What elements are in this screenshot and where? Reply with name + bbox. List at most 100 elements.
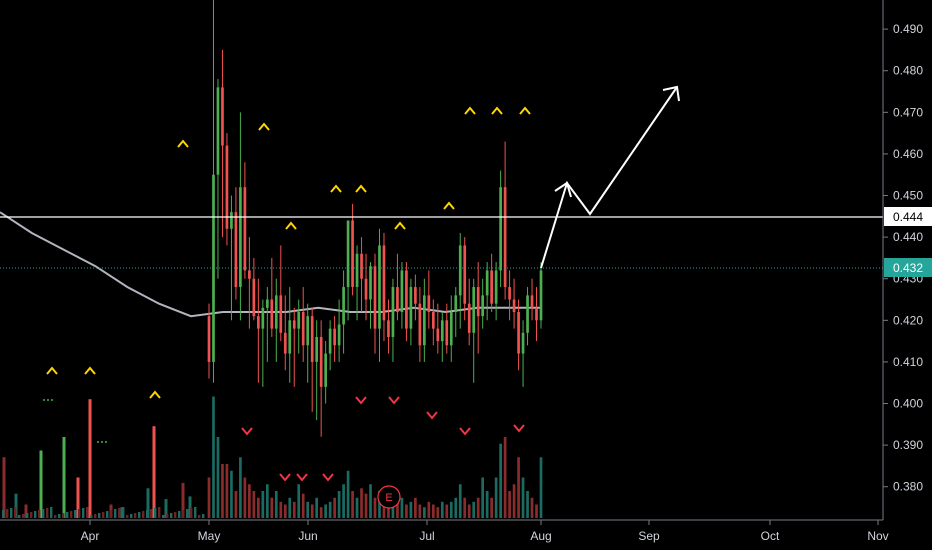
price-tick-label: 0.490 [893, 22, 923, 36]
volume-bar [490, 497, 493, 518]
candle-body [472, 287, 476, 333]
candle-body [449, 312, 453, 346]
early-volume-bar [152, 426, 156, 518]
volume-bar [440, 501, 444, 518]
candle-body [418, 303, 422, 346]
candle-body [239, 187, 242, 288]
volume-bar [279, 501, 283, 518]
candle-body [310, 316, 314, 362]
early-floor-bar [162, 515, 165, 518]
signal-down-marker [279, 473, 291, 482]
early-floor-bar [146, 510, 149, 518]
volume-bar [517, 457, 520, 518]
volume-bar [454, 497, 458, 518]
signal-up-marker [464, 106, 476, 115]
time-tick-label: Jul [419, 529, 434, 543]
early-floor-bar [94, 514, 97, 518]
early-floor-bar [2, 510, 5, 518]
volume-bar [499, 443, 502, 518]
time-axis[interactable]: Apr May Jun Jul Aug Sep Oct Nov [81, 520, 889, 543]
candle-body [216, 87, 220, 175]
early-volume-bar [181, 482, 185, 518]
signal-down-marker [513, 424, 525, 433]
early-floor-bar [202, 514, 205, 518]
early-floor-bar [170, 513, 173, 518]
candle-body [440, 320, 444, 342]
early-volume-bar [188, 496, 192, 518]
volume-bar [449, 501, 453, 518]
volume-bar [485, 491, 489, 518]
projection-arrow-head-small [554, 181, 572, 198]
candle-body [355, 253, 359, 288]
candle-body [292, 320, 296, 329]
signal-down-marker [355, 396, 367, 405]
candle-body [396, 287, 399, 312]
early-floor-bar [102, 512, 105, 518]
candle-body [405, 270, 408, 329]
candle-body [490, 270, 493, 304]
volume-bar [508, 491, 511, 518]
volume-bar [292, 501, 296, 518]
price-tick-label: 0.400 [893, 397, 923, 411]
candle-body [499, 187, 502, 271]
volume-bar [503, 437, 507, 518]
early-floor-bar [82, 508, 85, 518]
volume-bar [360, 488, 363, 518]
candle-body [351, 220, 354, 288]
early-floor-bar [38, 510, 41, 518]
volume-bar [319, 507, 323, 518]
volume-bar [378, 491, 381, 518]
volume-bar [221, 464, 224, 518]
time-tick-label: Oct [761, 529, 780, 543]
volume-bar [458, 484, 462, 518]
early-floor-bar [114, 509, 117, 518]
time-tick-label: Jun [298, 529, 317, 543]
volume-bar [364, 493, 368, 518]
volume-bar [270, 497, 274, 518]
signal-up-marker [491, 106, 503, 115]
volume-bar [315, 497, 319, 518]
early-volume-bar [146, 488, 150, 518]
volume-bar [288, 497, 292, 518]
volume-bar [261, 491, 265, 518]
volume-bar [283, 504, 287, 518]
volume-bar [324, 504, 327, 518]
candle-body [526, 295, 529, 333]
earnings-marker[interactable] [377, 485, 401, 509]
volume-bar [539, 457, 543, 518]
volume-bar [234, 491, 238, 518]
volume-bar [476, 497, 480, 518]
early-floor-bar [138, 512, 141, 518]
candle-body [494, 270, 498, 304]
volume-bar [337, 491, 341, 518]
volume-bar [391, 504, 395, 518]
signal-up-marker [84, 366, 96, 375]
early-floor-bar [154, 508, 157, 518]
candle-body [485, 270, 489, 296]
early-floor-bar [134, 513, 137, 518]
volume-bar [494, 477, 498, 518]
early-floor-bar [34, 511, 37, 518]
early-volume-bar [76, 477, 80, 518]
early-floor-bar [106, 511, 109, 518]
early-floor-bar [90, 515, 93, 518]
time-tick-label: May [198, 529, 221, 543]
volume-bar [396, 501, 399, 518]
early-floor-bar [50, 507, 53, 518]
horizontal-line-tag-label: 0.444 [893, 210, 923, 224]
candle-body [337, 324, 341, 346]
candle-body [288, 320, 292, 354]
signal-up-marker [330, 184, 342, 193]
signal-up-marker [46, 366, 58, 375]
signal-up-marker [519, 106, 531, 115]
time-tick-label: Apr [81, 529, 100, 543]
projection-path[interactable] [540, 86, 678, 269]
volume-bar [521, 477, 525, 518]
last-price-tag [884, 258, 932, 277]
candle-body [409, 287, 413, 329]
candle-body [243, 187, 247, 271]
candle-body [521, 332, 525, 354]
early-volume-bar [24, 504, 28, 518]
early-floor-bar [26, 513, 29, 518]
